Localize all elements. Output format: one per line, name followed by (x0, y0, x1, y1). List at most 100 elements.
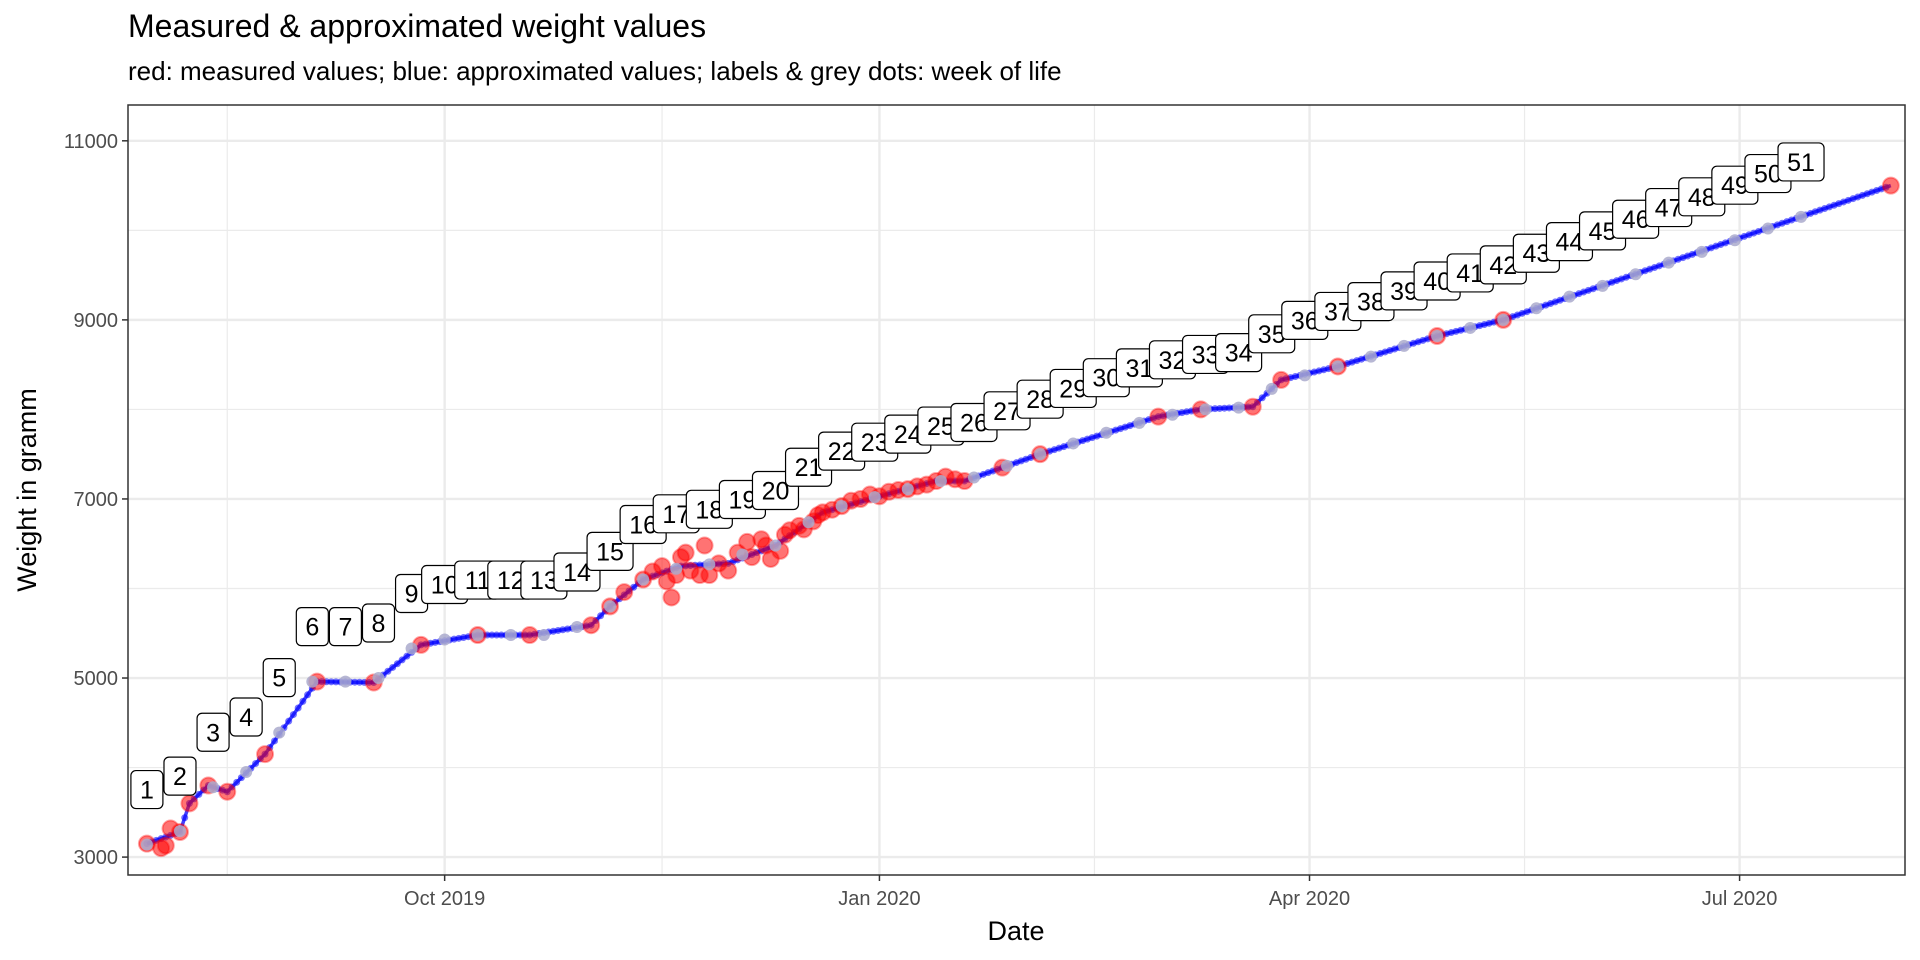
week-label: 42 (1489, 252, 1517, 280)
week-dot (1232, 401, 1245, 414)
week-dot (240, 766, 253, 779)
week-dot (1563, 290, 1576, 303)
week-label: 28 (1026, 386, 1054, 414)
approximated-point (294, 704, 302, 712)
measured-point (653, 557, 672, 576)
week-label-box (130, 769, 164, 810)
week-label: 3 (206, 719, 220, 747)
week-label: 11 (465, 567, 491, 595)
week-dot (1034, 448, 1047, 461)
week-dot (1331, 360, 1344, 373)
week-dot (901, 483, 914, 496)
point-layer (137, 176, 1900, 858)
measured-point (520, 626, 539, 645)
week-label: 14 (563, 559, 591, 587)
week-dot (604, 600, 617, 613)
approximated-point (393, 660, 401, 668)
y-tick-label: 5000 (74, 668, 119, 690)
measured-point (676, 543, 695, 562)
measured-point (156, 836, 175, 855)
week-label: 35 (1258, 321, 1286, 349)
week-label: 43 (1522, 240, 1550, 268)
week-label: 49 (1721, 172, 1749, 200)
week-label-box (196, 712, 230, 752)
week-dot (1464, 321, 1477, 334)
week-label: 26 (960, 409, 988, 437)
week-label: 10 (431, 572, 459, 600)
approximated-point (630, 583, 638, 591)
week-dot (570, 620, 583, 633)
week-label: 41 (1456, 260, 1484, 288)
approximated-point (403, 652, 411, 660)
approximated-point (389, 663, 397, 671)
measured-point (719, 561, 738, 580)
week-label: 18 (695, 496, 723, 524)
week-dot (1199, 403, 1212, 416)
measured-point (180, 794, 199, 813)
week-label: 47 (1655, 195, 1683, 223)
y-tick-label: 11000 (64, 131, 118, 153)
x-axis-title: Date (987, 916, 1044, 946)
measured-point (695, 536, 714, 555)
week-dot (703, 558, 716, 571)
approximated-point (398, 656, 406, 664)
grid-layer (128, 105, 1905, 875)
week-label: 2 (173, 763, 187, 791)
week-label: 9 (405, 580, 419, 608)
week-label: 34 (1225, 340, 1253, 368)
week-dot (1298, 369, 1311, 382)
week-label: 30 (1092, 365, 1120, 393)
axis-layer: 3000 5000 7000 9000 11000 Oct 2019 Jan 2020 Apr… (64, 131, 1778, 910)
x-tick-label: Apr 2020 (1269, 888, 1350, 910)
week-dot (1431, 330, 1444, 342)
approximated-point (299, 697, 307, 705)
week-label: 20 (762, 478, 790, 506)
y-tick-label: 7000 (74, 489, 119, 511)
measured-point (662, 588, 681, 607)
measured-point (1272, 370, 1291, 389)
week-label: 39 (1390, 278, 1418, 306)
approximated-point (233, 778, 241, 786)
week-label: 51 (1787, 149, 1815, 177)
panel-border (127, 104, 1906, 876)
week-dot (769, 539, 782, 552)
week-dot (1596, 279, 1609, 292)
week-dot (1265, 382, 1278, 395)
week-label: 33 (1192, 341, 1220, 369)
week-label: 29 (1059, 375, 1087, 403)
measured-point (1149, 407, 1168, 426)
measured-point (1881, 176, 1900, 195)
week-dot (736, 548, 749, 561)
week-label: 48 (1688, 184, 1716, 212)
week-label: 27 (993, 398, 1021, 426)
week-label: 40 (1423, 268, 1451, 296)
week-dot (1497, 313, 1510, 326)
approximated-point (195, 790, 203, 798)
week-label: 6 (305, 614, 319, 642)
week-dot (1133, 416, 1146, 429)
week-label: 50 (1754, 161, 1782, 189)
y-tick-label: 9000 (74, 310, 119, 332)
week-dot (802, 516, 815, 529)
week-dot (471, 629, 484, 642)
week-label-box (229, 697, 263, 737)
approximated-point (304, 691, 312, 699)
week-label-box (295, 607, 329, 647)
week-label-box (262, 658, 296, 698)
week-dot (173, 825, 186, 838)
week-label: 45 (1589, 218, 1617, 246)
week-label-box (1777, 142, 1825, 182)
week-dot (1761, 222, 1774, 235)
week-label-box (328, 607, 362, 647)
x-tick-label: Jul 2020 (1702, 888, 1778, 910)
week-dot (273, 726, 286, 739)
approximated-point (1258, 394, 1266, 402)
week-dot (405, 642, 418, 655)
measured-point (218, 782, 237, 801)
y-axis-title: Weight in gramm (12, 388, 42, 592)
week-label: 4 (239, 704, 253, 732)
week-label: 24 (894, 421, 922, 449)
week-dot (1100, 426, 1113, 439)
